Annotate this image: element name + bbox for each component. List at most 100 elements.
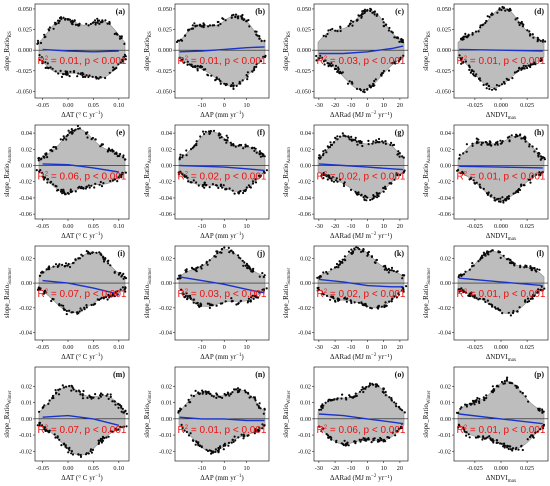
scatter-point: [348, 23, 351, 26]
scatter-point: [511, 447, 514, 450]
scatter-point: [468, 66, 471, 69]
plot-frame: [174, 245, 270, 341]
x-tick-label: 0: [223, 102, 226, 109]
scatter-point: [391, 144, 394, 147]
scatter-point: [189, 297, 192, 300]
y-tick-label: -0.01: [19, 432, 32, 439]
scatter-point: [99, 252, 102, 255]
scatter-point: [51, 396, 54, 399]
scatter-point: [529, 65, 532, 69]
x-tick-label: 0.00: [63, 344, 74, 351]
scatter-point: [51, 67, 54, 70]
scatter-point: [120, 410, 123, 413]
scatter-point: [502, 199, 505, 202]
scatter-point: [205, 392, 208, 395]
scatter-point: [465, 150, 468, 153]
scatter-point: [72, 388, 75, 391]
scatter-point: [504, 9, 507, 12]
scatter-point: [387, 29, 390, 32]
x-tick-label: 0.000: [494, 344, 508, 351]
scatter-point: [460, 62, 463, 65]
scatter-point: [87, 24, 90, 27]
scatter-points: [457, 249, 546, 317]
scatter-point: [459, 407, 462, 410]
panel-label: (c): [395, 7, 404, 16]
scatter-point: [221, 396, 224, 399]
scatter-point: [361, 10, 364, 13]
x-tick-label: -20: [331, 102, 339, 109]
scatter-point: [64, 385, 68, 388]
x-tick-label: 10: [244, 102, 250, 109]
scatter-point: [229, 141, 232, 144]
plot-frame: [174, 3, 270, 99]
stats-label: R2 = 0.06, p < 0.001: [38, 172, 127, 183]
x-tick-label: -0.05: [36, 223, 49, 230]
scatter-point: [457, 275, 460, 279]
scatter-point: [465, 36, 469, 39]
scatter-point: [231, 438, 234, 441]
scatter-point: [364, 387, 367, 390]
scatter-point: [520, 183, 523, 186]
scatter-point: [225, 393, 228, 396]
scatter-point: [539, 39, 542, 42]
scatter-point: [263, 39, 266, 43]
scatter-point: [316, 276, 319, 279]
scatter-point: [56, 436, 59, 439]
scatter-points: [177, 129, 268, 195]
scatter-point: [400, 37, 403, 41]
scatter-point: [366, 251, 369, 254]
scatter-point: [255, 63, 258, 66]
scatter-point: [524, 137, 527, 140]
scatter-point: [62, 304, 65, 307]
scatter-point: [518, 134, 522, 137]
scatter-point: [199, 135, 202, 138]
scatter-point: [464, 32, 467, 36]
scatter-point: [119, 425, 122, 428]
scatter-point: [189, 432, 192, 435]
scatter-point: [380, 305, 383, 308]
scatter-point: [391, 31, 394, 34]
scatter-point: [233, 435, 236, 438]
scatter-point: [66, 73, 69, 76]
x-tick-label: 0: [223, 465, 226, 472]
scatter-point: [121, 274, 124, 277]
scatter-points: [175, 13, 267, 90]
scatter-point: [541, 427, 545, 430]
scatter-point: [493, 196, 496, 199]
plot-area: [175, 246, 269, 309]
y-tick-label: 0.00: [21, 163, 32, 170]
scatter-point: [390, 266, 394, 269]
scatter-point: [181, 427, 184, 430]
scatter-point: [330, 179, 333, 182]
scatter-point: [514, 135, 517, 138]
scatter-point: [333, 266, 337, 269]
scatter-point: [477, 138, 480, 141]
scatter-point: [79, 455, 83, 458]
scatter-point: [214, 448, 217, 451]
scatter-point: [227, 246, 230, 249]
scatter-point: [123, 288, 126, 291]
scatter-point: [217, 446, 220, 450]
scatter-point: [486, 193, 489, 196]
scatter-point: [380, 74, 383, 77]
scatter-point: [499, 256, 502, 259]
scatter-point: [125, 425, 128, 428]
scatter-point: [478, 185, 481, 188]
scatter-point: [380, 438, 383, 441]
scatter-point: [215, 396, 218, 399]
scatter-point: [478, 397, 481, 400]
y-axis-label: slope_RatioAutumn: [422, 147, 432, 197]
x-axis-label: ΔAT (° C yr−1): [61, 232, 103, 240]
scatter-point: [121, 426, 124, 429]
y-axis-label: slope_RatioAutumn: [143, 147, 153, 197]
scatter-point: [121, 60, 124, 63]
x-axis-label: ΔARad (MJ m−2 yr⁻¹): [330, 474, 393, 482]
scatter-point: [375, 14, 378, 17]
y-tick-label: -0.04: [159, 195, 172, 202]
scatter-point: [47, 402, 50, 405]
scatter-point: [536, 430, 540, 433]
scatter-point: [180, 423, 183, 426]
scatter-point: [244, 391, 247, 394]
plot-area: [35, 16, 129, 80]
scatter-point: [191, 146, 194, 149]
